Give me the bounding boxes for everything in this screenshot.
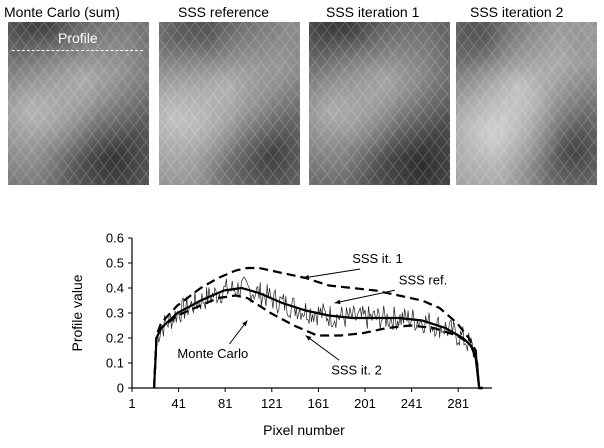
- y-tick-label: 0.2: [106, 331, 124, 346]
- panel-title-1: Monte Carlo (sum): [4, 4, 120, 20]
- annotation-label: SSS it. 2: [331, 362, 382, 377]
- x-tick-label: 161: [308, 396, 330, 411]
- annotation-leader: [305, 335, 340, 361]
- panel-image-4: [456, 22, 597, 185]
- y-tick-label: 0.3: [106, 306, 124, 321]
- annotation-arrowhead: [242, 320, 248, 327]
- y-tick-label: 0.6: [106, 231, 124, 246]
- x-tick-label: 201: [354, 396, 376, 411]
- annotation-label: SSS it. 1: [352, 251, 403, 266]
- annotation-leader: [334, 289, 395, 304]
- panel-image-2: [159, 22, 300, 185]
- x-tick-label: 41: [171, 396, 185, 411]
- annotation-arrowhead: [305, 335, 312, 341]
- series-sss-it-1: [153, 266, 483, 390]
- annotation-arrowhead: [303, 274, 310, 280]
- x-tick-label: 1: [128, 396, 135, 411]
- profile-line: [12, 50, 143, 51]
- x-tick-label: 81: [218, 396, 232, 411]
- series-monte-carlo: [153, 276, 480, 389]
- y-axis-title: Profile value: [69, 274, 85, 351]
- panel-title-2: SSS reference: [178, 4, 270, 20]
- x-tick-label: 121: [261, 396, 283, 411]
- panel-image-1: [8, 22, 149, 185]
- y-tick-label: 0: [117, 381, 124, 396]
- annotation-leader: [303, 268, 361, 279]
- x-tick-label: 241: [401, 396, 423, 411]
- panel-title-4: SSS iteration 2: [470, 4, 564, 20]
- profile-label: Profile: [58, 30, 98, 46]
- profile-chart: 0 0.1 0.2 0.3 0.4 0.5 0.6 1 41 81 121 161 201 241 281 P…: [69, 231, 492, 438]
- x-tick-label: 281: [447, 396, 469, 411]
- annotation-arrowhead: [334, 299, 341, 305]
- y-tick-label: 0.1: [106, 356, 124, 371]
- x-axis-title: Pixel number: [263, 422, 345, 438]
- panel-image-3: [309, 22, 450, 185]
- y-tick-label: 0.4: [106, 281, 124, 296]
- series-sss-ref: [153, 286, 483, 390]
- series-sss-it-2: [153, 294, 483, 390]
- y-tick-label: 0.5: [106, 256, 124, 271]
- annotation-label: SSS ref.: [399, 272, 447, 287]
- panel-title-3: SSS iteration 1: [326, 4, 420, 20]
- annotation-label: Monte Carlo: [177, 346, 248, 361]
